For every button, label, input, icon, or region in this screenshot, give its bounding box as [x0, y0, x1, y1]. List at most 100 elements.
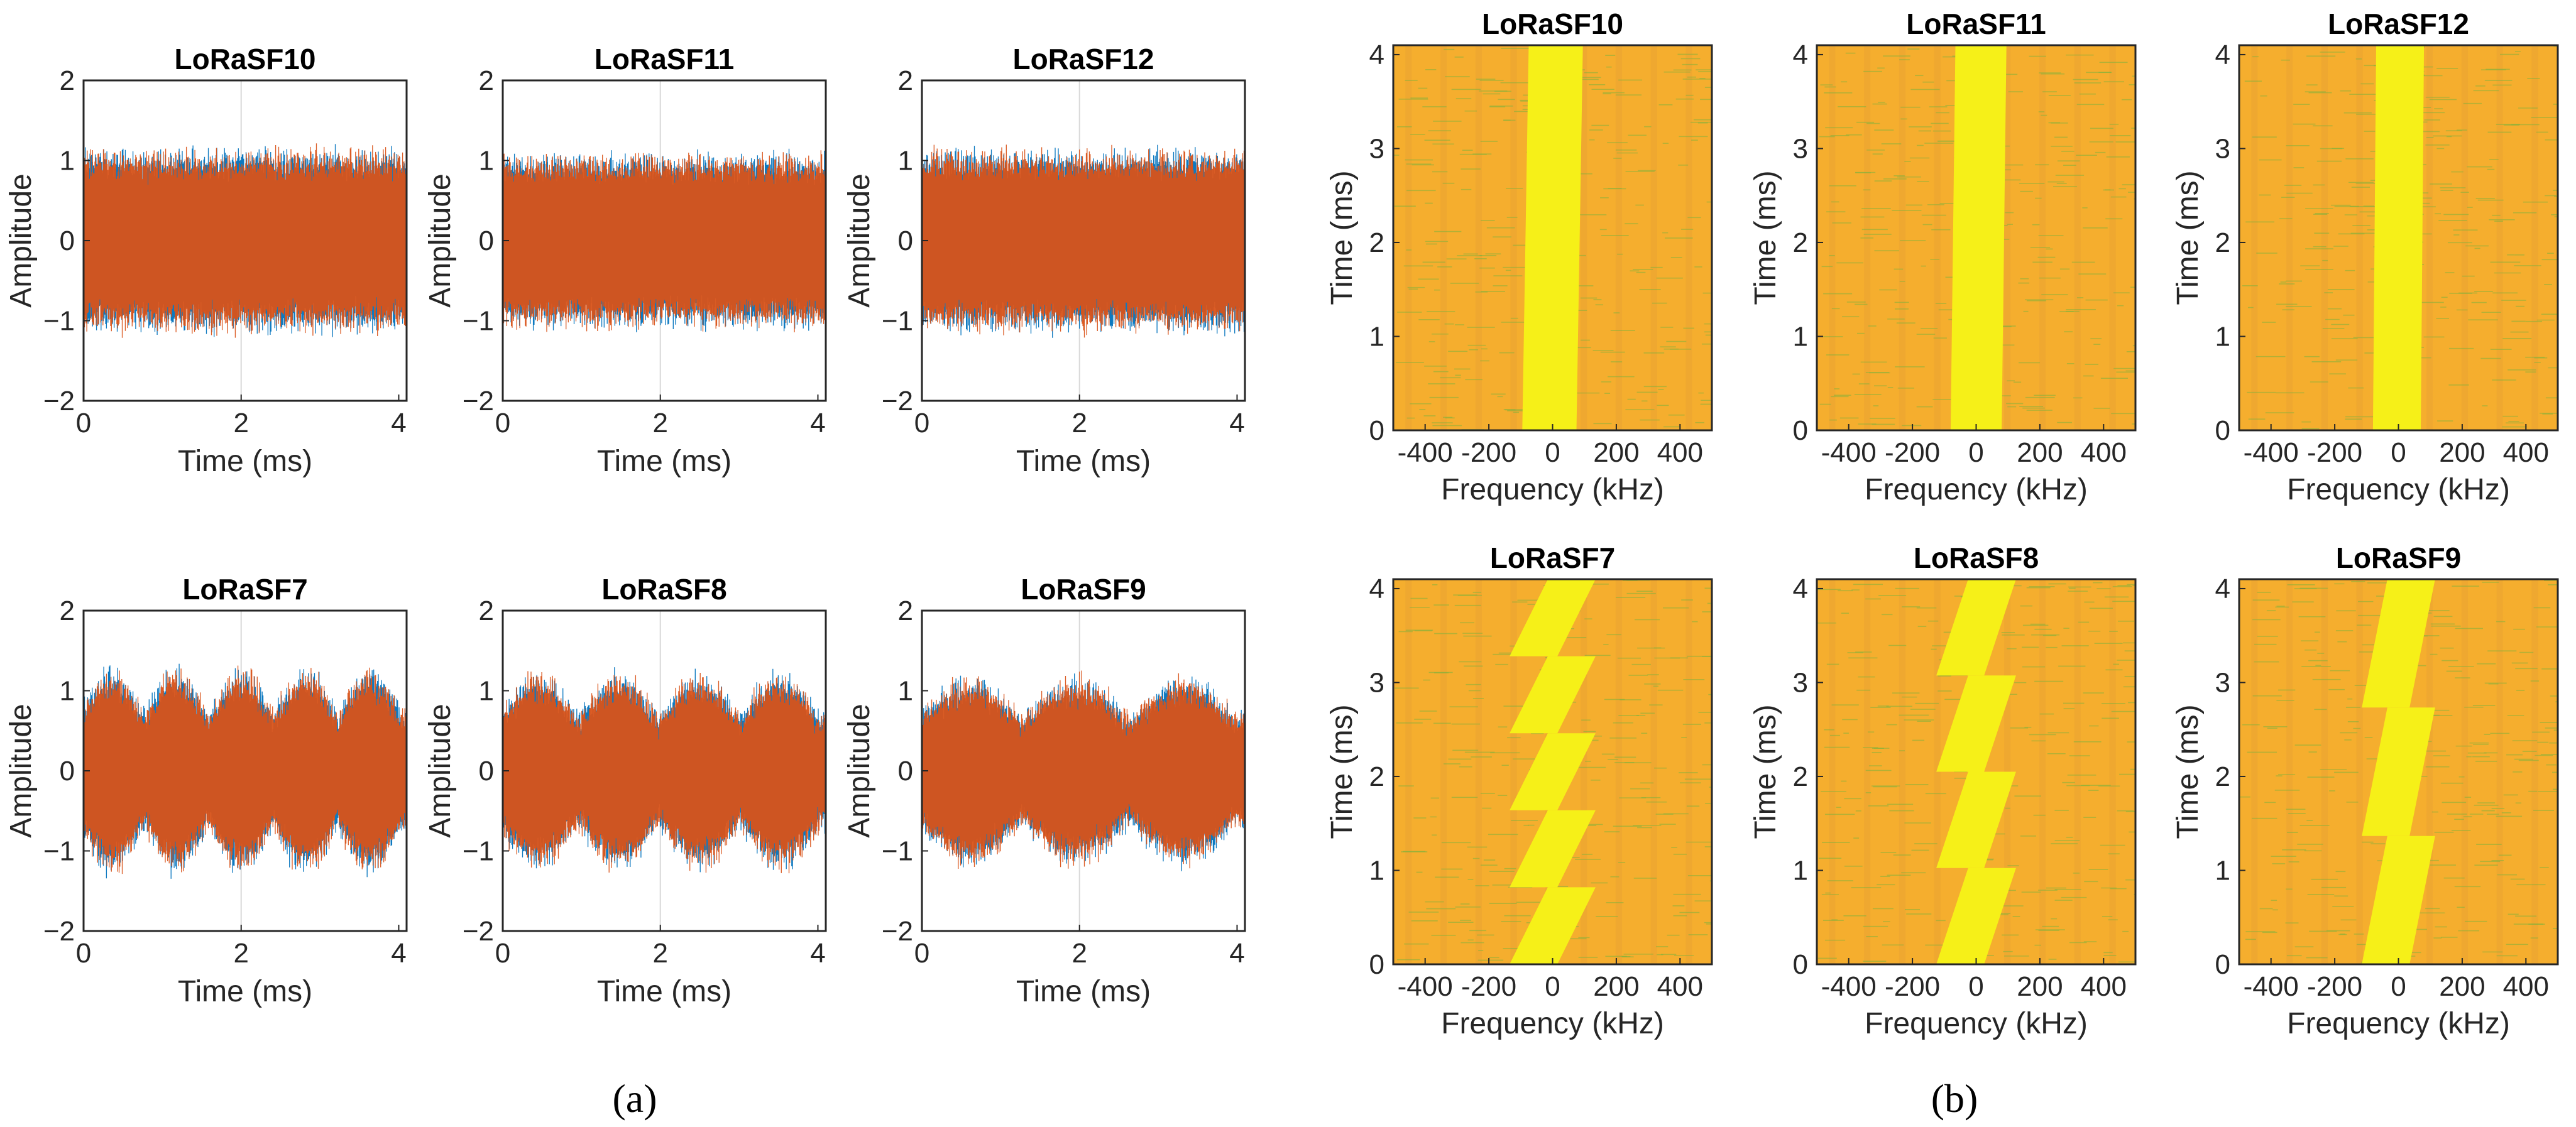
xtick-label-ts-sf12-0: 0	[914, 408, 929, 438]
ytick-label-ts-sf8-3: −1	[463, 836, 494, 867]
xtick-label-sp-sf9-2: 0	[2391, 971, 2406, 1002]
ytick-label-sp-sf11-3: 1	[1793, 321, 1808, 352]
chirp-segment-sp-sf9-2	[2362, 579, 2435, 708]
chirp-segment-sp-sf8-2	[1936, 675, 2016, 772]
chirp-segment-sp-sf12-0	[2372, 45, 2425, 430]
ylabel-ts-sf11: Amplitude	[424, 173, 457, 307]
spectrogram-band-sp-sf9-1	[2426, 579, 2433, 964]
spectrogram-band-sp-sf8-2	[2039, 579, 2046, 964]
xlabel-ts-sf7: Time (ms)	[178, 975, 312, 1008]
plot-area-sp-sf11	[1817, 45, 2135, 430]
plot-area-ts-sf7	[84, 663, 407, 879]
plot-area-ts-sf10	[84, 143, 407, 338]
spectrogram-band-sp-sf7--3	[1440, 579, 1447, 964]
xtick-label-sp-sf8-0: -400	[1821, 971, 1877, 1002]
ylabel-sp-sf8: Time (ms)	[1749, 704, 1782, 839]
ylabel-sp-sf7: Time (ms)	[1325, 704, 1359, 839]
ytick-label-ts-sf12-4: −2	[882, 386, 913, 416]
ytick-label-ts-sf10-1: 1	[60, 146, 75, 177]
ylabel-sp-sf9: Time (ms)	[2171, 704, 2205, 839]
ytick-label-sp-sf12-3: 1	[2215, 321, 2230, 352]
ylabel-ts-sf8: Amplitude	[424, 704, 457, 837]
plot-area-sp-sf7	[1393, 579, 1712, 964]
xtick-label-sp-sf12-3: 200	[2439, 437, 2485, 468]
xtick-label-sp-sf11-0: -400	[1821, 437, 1877, 468]
ytick-label-ts-sf11-1: 1	[479, 146, 494, 177]
spectrogram-band-sp-sf11--1	[1934, 45, 1941, 430]
ytick-label-sp-sf9-4: 0	[2215, 949, 2230, 980]
spectrogram-band-sp-sf12-4	[2531, 45, 2538, 430]
xtick-label-sp-sf10-2: 0	[1545, 437, 1560, 468]
ytick-label-ts-sf11-0: 2	[479, 65, 494, 96]
xlabel-sp-sf12: Frequency (kHz)	[2287, 473, 2510, 506]
panel-ts-sf12: LoRaSF12 0 2 4 2 1 0 −1 −2 Time (ms) Amplitude	[843, 43, 1246, 478]
panel-ts-sf8: LoRaSF8 0 2 4 2 1 0 −1 −2 Time (ms) Amplitude	[424, 573, 827, 1008]
panel-sp-sf10: LoRaSF10 -400 -200 0 200 400 4 3 2 1 0 Frequency (k…	[1325, 8, 1713, 506]
xtick-label-ts-sf7-2: 4	[391, 938, 406, 969]
plot-area-ts-sf8	[503, 667, 826, 874]
ytick-label-sp-sf11-4: 0	[1793, 415, 1808, 446]
ytick-label-sp-sf8-3: 1	[1793, 855, 1808, 886]
ytick-label-sp-sf12-4: 0	[2215, 415, 2230, 446]
xtick-label-ts-sf8-0: 0	[495, 938, 510, 969]
ytick-label-ts-sf10-3: −1	[43, 306, 75, 337]
xtick-label-ts-sf9-0: 0	[914, 938, 929, 969]
ytick-label-ts-sf7-2: 0	[60, 756, 75, 787]
xlabel-sp-sf8: Frequency (kHz)	[1865, 1007, 2088, 1040]
spectrogram-band-sp-sf11--4	[1829, 45, 1836, 430]
spectrogram-band-sp-sf12--1	[2356, 45, 2363, 430]
ytick-label-sp-sf11-2: 2	[1793, 227, 1808, 258]
series-line-Q-ts-sf7	[84, 665, 407, 874]
spectrogram-band-sp-sf9--3	[2286, 579, 2293, 964]
xtick-label-sp-sf8-2: 0	[1968, 971, 1983, 1002]
ytick-label-ts-sf9-2: 0	[898, 756, 913, 787]
xlabel-ts-sf9: Time (ms)	[1016, 975, 1151, 1008]
ylabel-ts-sf12: Amplitude	[843, 173, 876, 307]
ytick-label-ts-sf11-4: −2	[463, 386, 494, 416]
ytick-label-sp-sf7-1: 3	[1369, 667, 1384, 698]
ytick-label-ts-sf12-0: 2	[898, 65, 913, 96]
chart-title-ts-sf11: LoRaSF11	[595, 43, 734, 75]
spectrogram-band-sp-sf10-3	[1650, 45, 1657, 430]
xtick-label-sp-sf10-3: 200	[1593, 437, 1639, 468]
panels: LoRaSF10 0 2 4 2 1 0 −1 −2 Time (ms) Amplitude LoRa…	[4, 8, 2559, 1040]
ytick-label-ts-sf8-2: 0	[479, 756, 494, 787]
chirp-segment-sp-sf7-1	[1510, 810, 1596, 888]
ytick-label-sp-sf8-4: 0	[1793, 949, 1808, 980]
chart-title-ts-sf9: LoRaSF9	[1021, 573, 1146, 606]
ytick-label-ts-sf12-3: −1	[882, 306, 913, 337]
plot-area-ts-sf11	[503, 148, 826, 333]
chirp-segment-sp-sf7-3	[1510, 656, 1596, 734]
ytick-label-sp-sf10-4: 0	[1369, 415, 1384, 446]
xtick-label-sp-sf7-4: 400	[1657, 971, 1703, 1002]
panel-sp-sf11: LoRaSF11 -400 -200 0 200 400 4 3 2 1 0 Frequency (k…	[1749, 8, 2137, 506]
chirp-segment-sp-sf9-1	[2362, 707, 2435, 836]
xtick-label-sp-sf11-4: 400	[2081, 437, 2127, 468]
chart-title-ts-sf7: LoRaSF7	[182, 573, 307, 606]
chirp-segment-sp-sf8-3	[1936, 579, 2016, 676]
xtick-label-sp-sf11-3: 200	[2017, 437, 2063, 468]
chart-title-sp-sf12: LoRaSF12	[2328, 8, 2469, 40]
chirp-segment-sp-sf10-0	[1522, 45, 1583, 430]
ytick-label-ts-sf7-0: 2	[60, 596, 75, 626]
xtick-label-sp-sf7-1: -200	[1461, 971, 1516, 1002]
chirp-segment-sp-sf7-0	[1510, 887, 1596, 964]
spectrogram-band-sp-sf9--2	[2321, 579, 2328, 964]
plot-area-sp-sf12	[2239, 45, 2558, 430]
ytick-label-sp-sf10-1: 3	[1369, 133, 1384, 164]
spectrogram-band-sp-sf11-2	[2039, 45, 2046, 430]
xtick-label-ts-sf11-2: 4	[810, 408, 825, 438]
series-line-Q-ts-sf12	[922, 144, 1245, 338]
chart-title-ts-sf10: LoRaSF10	[175, 43, 316, 75]
xtick-label-sp-sf10-4: 400	[1657, 437, 1703, 468]
ytick-label-sp-sf7-4: 0	[1369, 949, 1384, 980]
chirp-segment-sp-sf7-2	[1510, 733, 1596, 810]
ytick-label-sp-sf11-1: 3	[1793, 133, 1808, 164]
spectrogram-band-sp-sf8--3	[1864, 579, 1871, 964]
ytick-label-sp-sf10-0: 4	[1369, 40, 1384, 70]
chirp-segment-sp-sf8-1	[1936, 771, 2016, 868]
xtick-label-ts-sf10-0: 0	[76, 408, 91, 438]
ytick-label-sp-sf10-3: 1	[1369, 321, 1384, 352]
ytick-label-sp-sf8-1: 3	[1793, 667, 1808, 698]
